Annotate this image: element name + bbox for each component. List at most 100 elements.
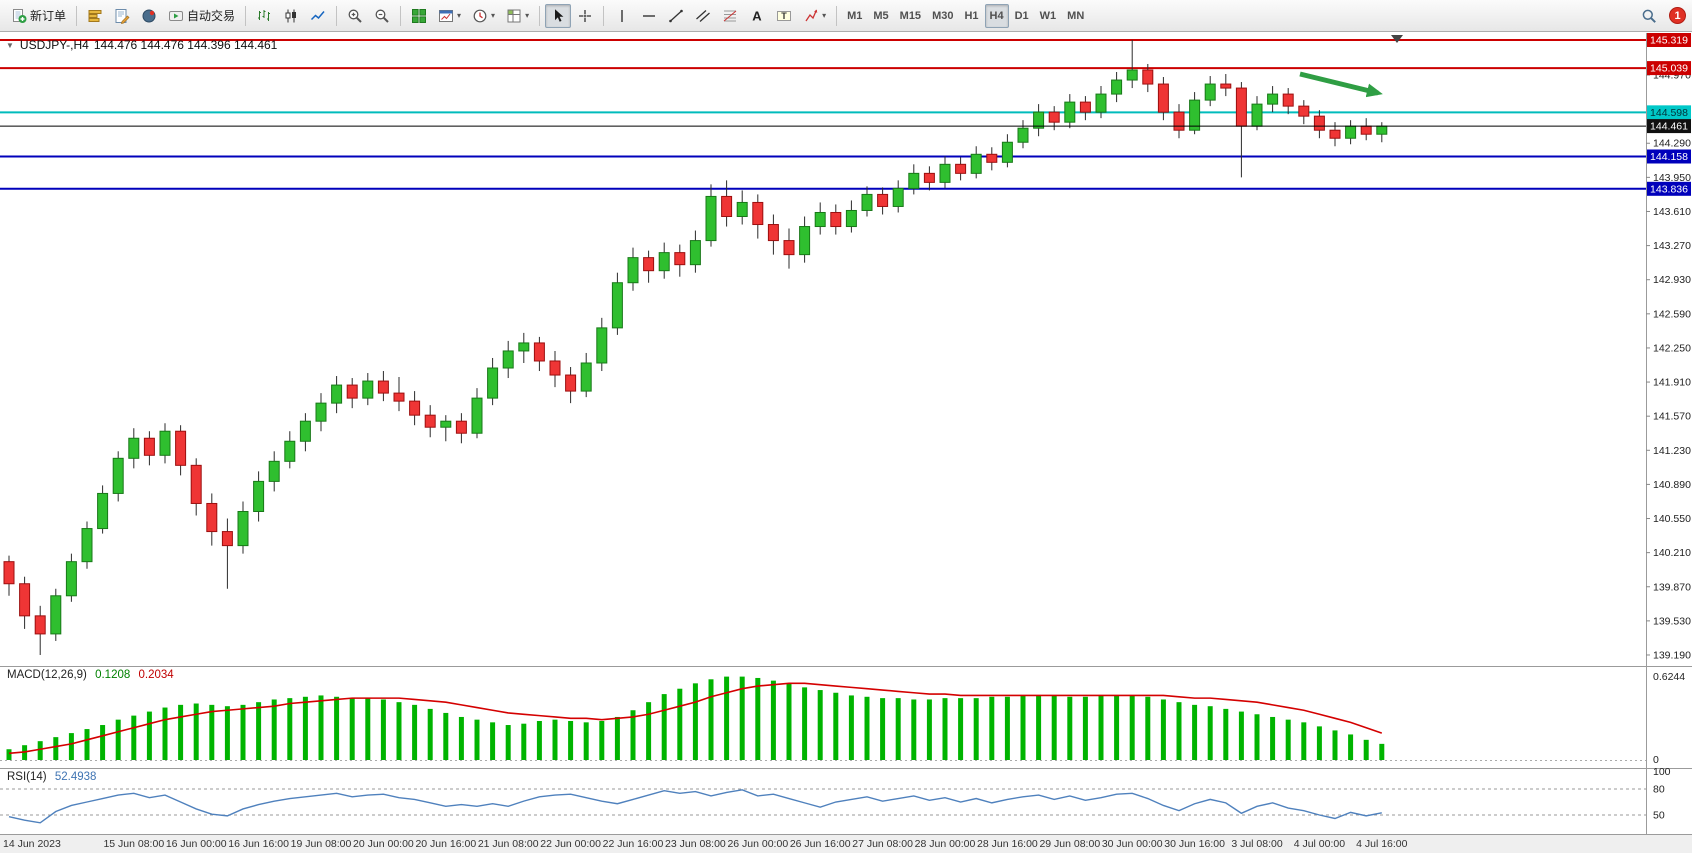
macd-histogram-bar — [209, 704, 215, 760]
bear-candle — [1235, 87, 1247, 127]
notification-badge[interactable]: 1 — [1669, 7, 1686, 24]
bear-candle — [409, 400, 421, 416]
macd-histogram-bar — [521, 723, 527, 760]
time-axis-label: 28 Jun 00:00 — [915, 838, 976, 850]
tile-windows-button[interactable] — [406, 4, 432, 28]
market-depth-button[interactable] — [82, 4, 108, 28]
timeframe-d1-button[interactable]: D1 — [1010, 4, 1034, 28]
candlestick-chart-button[interactable] — [278, 4, 304, 28]
metaeditor-icon — [114, 8, 130, 24]
macd-main-value: 0.1208 — [95, 669, 131, 681]
macd-histogram-bar — [926, 699, 932, 760]
macd-histogram-bar — [583, 722, 589, 760]
macd-histogram-bar — [646, 702, 652, 760]
autotrading-button[interactable]: 自动交易 — [163, 4, 240, 28]
rsi-axis-label: 50 — [1653, 810, 1665, 822]
macd-histogram-bar — [458, 716, 464, 760]
bull-candle — [1376, 125, 1388, 135]
templates-button[interactable]: ▾ — [501, 4, 534, 28]
horizontal-line-button[interactable] — [636, 4, 662, 28]
bull-candle — [315, 402, 327, 422]
horizontal-line-icon — [641, 8, 657, 24]
line-chart-button[interactable] — [305, 4, 331, 28]
search-button[interactable] — [1636, 4, 1662, 28]
template-icon — [506, 8, 522, 24]
macd-histogram-bar — [989, 696, 995, 760]
macd-name: MACD(12,26,9) — [7, 669, 87, 681]
time-axis-label: 20 Jun 16:00 — [415, 838, 476, 850]
macd-histogram-bar — [661, 694, 667, 760]
price-badge-label: 144.598 — [1650, 107, 1688, 119]
chevron-down-icon[interactable]: ▾ — [822, 10, 827, 20]
price-tick-label: 140.890 — [1653, 479, 1691, 491]
community-button[interactable] — [136, 4, 162, 28]
bar-chart-button[interactable] — [251, 4, 277, 28]
macd-histogram-bar — [1223, 708, 1229, 760]
macd-histogram-bar — [256, 702, 262, 760]
price-tick-label: 143.270 — [1653, 240, 1691, 252]
text-button[interactable]: A — [744, 4, 770, 28]
timeframe-w1-button[interactable]: W1 — [1035, 4, 1062, 28]
collapse-arrow-icon[interactable]: ▼ — [6, 40, 14, 50]
macd-histogram-bar — [334, 696, 340, 760]
timeframe-h4-button[interactable]: H4 — [984, 3, 1009, 28]
text-label-button[interactable]: T — [771, 4, 797, 28]
price-tick-label: 143.950 — [1653, 172, 1691, 184]
fibonacci-button[interactable] — [717, 4, 743, 28]
time-axis-label: 23 Jun 08:00 — [665, 838, 726, 850]
new-chart-button[interactable]: ▾ — [433, 4, 466, 28]
macd-histogram-bar — [1379, 743, 1385, 760]
equidistant-channel-button[interactable] — [690, 4, 716, 28]
macd-histogram-bar — [833, 692, 839, 760]
svg-text:A: A — [752, 8, 762, 23]
macd-histogram-bar — [1004, 696, 1010, 760]
chart-symbol-period-label: USDJPY-,H4 — [19, 38, 89, 52]
new-order-button[interactable]: 新订单 — [6, 4, 71, 28]
objects-icon — [803, 8, 819, 24]
time-axis-label: 22 Jun 16:00 — [603, 838, 664, 850]
timeframe-m1-button[interactable]: M1 — [842, 4, 867, 28]
cursor-button[interactable] — [545, 3, 572, 28]
new-order-icon — [11, 8, 27, 24]
zoom-out-button[interactable] — [369, 4, 395, 28]
timeframe-m5-button[interactable]: M5 — [868, 4, 893, 28]
chart-shift-marker[interactable] — [1391, 35, 1403, 43]
zoom-in-button[interactable] — [342, 4, 368, 28]
chevron-down-icon[interactable]: ▾ — [457, 10, 462, 20]
rsi-value: 52.4938 — [54, 771, 97, 783]
macd-histogram-bar — [958, 698, 964, 760]
chevron-down-icon[interactable]: ▾ — [525, 10, 530, 20]
macd-histogram-bar — [240, 704, 246, 760]
macd-histogram-bar — [880, 698, 886, 760]
trendline-button[interactable] — [663, 4, 689, 28]
channel-icon — [695, 8, 711, 24]
crosshair-button[interactable] — [572, 4, 598, 28]
bar-chart-icon — [256, 8, 272, 24]
macd-histogram-bar — [1270, 716, 1276, 760]
trend-arrow-annotation[interactable] — [1299, 71, 1383, 98]
zoom-in-icon — [347, 8, 363, 24]
objects-button[interactable]: ▾ — [798, 4, 831, 28]
chevron-down-icon[interactable]: ▾ — [491, 10, 496, 20]
timeframe-m15-button[interactable]: M15 — [895, 4, 926, 28]
metaeditor-button[interactable] — [109, 4, 135, 28]
price-tick-label: 140.210 — [1653, 547, 1691, 559]
bear-candle — [1329, 129, 1341, 139]
macd-histogram-bar — [630, 710, 636, 760]
timeframe-h1-button[interactable]: H1 — [959, 4, 983, 28]
main-toolbar: 新订单 自动交易 ▾ ▾ ▾ A T ▾ M1 M5 M15 M30 H1 H4 D1 W1 MN 1 — [0, 0, 1692, 32]
periods-button[interactable]: ▾ — [467, 4, 500, 28]
macd-histogram-bar — [224, 706, 230, 760]
macd-histogram-bar — [724, 676, 730, 760]
bull-candle — [845, 209, 857, 228]
macd-histogram-bar — [396, 702, 402, 760]
timeframe-m30-button[interactable]: M30 — [927, 4, 958, 28]
macd-histogram-bar — [287, 698, 293, 760]
timeframe-mn-button[interactable]: MN — [1062, 4, 1089, 28]
vertical-line-button[interactable] — [609, 4, 635, 28]
macd-histogram-bar — [100, 725, 106, 760]
bull-candle — [611, 282, 623, 329]
time-axis[interactable] — [0, 834, 1692, 853]
